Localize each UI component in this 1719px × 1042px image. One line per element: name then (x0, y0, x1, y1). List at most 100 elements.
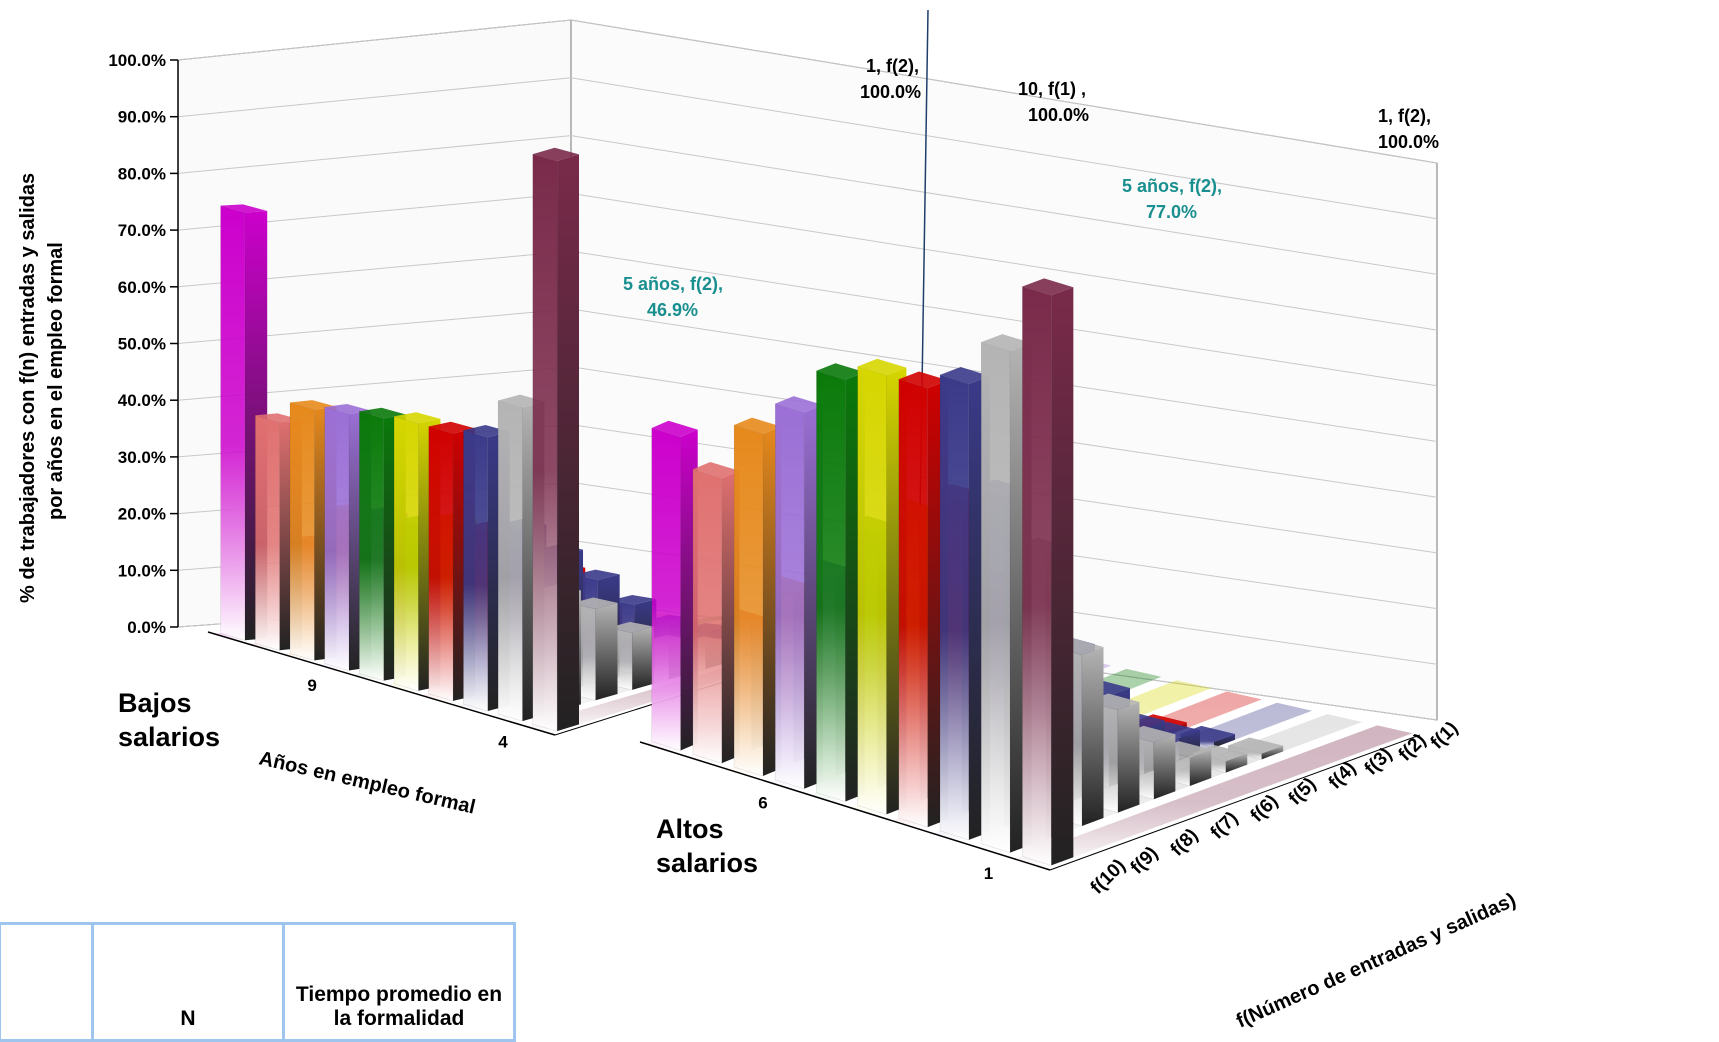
bar-front (816, 370, 846, 802)
bar-top (775, 396, 823, 413)
table-header-n: N (91, 922, 285, 1042)
bar-side (1153, 734, 1176, 800)
bar-front (532, 153, 558, 732)
bar-top (1228, 737, 1284, 754)
group-label: salarios (656, 848, 758, 878)
y-tick-label: 0.0% (127, 618, 166, 637)
y-tick-label: 80.0% (118, 164, 166, 183)
bar-front (220, 205, 246, 641)
group-label: salarios (118, 722, 220, 752)
annotation-label: 100.0% (860, 82, 921, 102)
bar-top (981, 334, 1032, 352)
bar-front (497, 400, 523, 722)
annotation-label: 1, f(2), (1378, 106, 1431, 126)
group-label: Bajos (118, 688, 192, 718)
bar-top (651, 420, 698, 437)
y-tick-label: 90.0% (118, 108, 166, 127)
y-tick-label: 70.0% (118, 221, 166, 240)
depth-axis-title: f(Número de entradas y salidas) (1233, 889, 1519, 1033)
bar-top (816, 363, 865, 380)
x-tick-label: 1 (984, 864, 993, 883)
table-header-tiempo: Tiempo promedio en la formalidad (282, 922, 516, 1042)
bar-front (651, 427, 681, 751)
series-tick-label: f(1) (1427, 718, 1463, 754)
annotation-label: 5 años, f(2), (623, 274, 723, 294)
y-tick-label: 10.0% (118, 561, 166, 580)
x-axis-title: Años en empleo formal (257, 747, 477, 818)
bar-top (857, 358, 907, 376)
bar-top (610, 595, 657, 605)
floor-edge (639, 741, 1051, 871)
bar-top (692, 461, 740, 479)
y-tick-label: 20.0% (118, 505, 166, 524)
bar-top (571, 597, 618, 610)
y-tick-label: 50.0% (118, 335, 166, 354)
annotation-label: 77.0% (1146, 202, 1197, 222)
bar-top (940, 367, 990, 384)
bar-top (1022, 278, 1074, 296)
bar-side (557, 154, 580, 732)
bar-side (1117, 702, 1140, 813)
bar-top (898, 371, 949, 389)
bar-top (734, 417, 782, 434)
bar-side (1081, 646, 1104, 826)
bar-top (608, 621, 655, 633)
y-axis-title-line2: por años en el empleo formal (45, 242, 67, 520)
annotation-label: 100.0% (1378, 132, 1439, 152)
bar-top (573, 569, 620, 580)
annotation-label: 1, f(2), (866, 56, 919, 76)
bar-front (324, 406, 350, 671)
bar-front (733, 424, 764, 777)
bar-front (857, 366, 887, 815)
bar-front (255, 414, 280, 651)
series-tick-label: f(10) (1087, 855, 1130, 898)
y-tick-label: 40.0% (118, 391, 166, 410)
annotation-label: 46.9% (647, 300, 698, 320)
gridline (177, 135, 1438, 275)
bar-front (775, 403, 805, 790)
y-tick-label: 100.0% (108, 51, 166, 70)
series-tick-label: f(5) (1285, 774, 1321, 810)
bar-side (595, 602, 618, 701)
bar-top (498, 394, 545, 408)
gridline (177, 77, 1438, 220)
y-axis-ticks: 0.0% 10.0% 20.0% 30.0% 40.0% 50.0% 60.0% 70.0% 8… (108, 51, 179, 637)
bar-front (359, 411, 384, 681)
table-header-row: N Tiempo promedio en la formalidad (0, 922, 516, 1042)
bar-side (1225, 753, 1248, 773)
bar-front (463, 429, 488, 712)
chart-bars (220, 147, 1284, 866)
floor-edge (1049, 734, 1421, 871)
bar-side (632, 626, 655, 690)
series-tick-label: f(7) (1207, 808, 1243, 844)
bar-side (1189, 749, 1212, 786)
bar-top (532, 147, 580, 162)
bar-top (359, 407, 406, 419)
y-tick-label: 30.0% (118, 448, 166, 467)
bar-top (220, 204, 268, 213)
gridline (177, 19, 1438, 164)
bar-front (1022, 286, 1052, 866)
group-label: Altos (656, 814, 724, 844)
series-tick-label: f(9) (1127, 843, 1163, 879)
annotation-label: 5 años, f(2), (1122, 176, 1222, 196)
x-tick-label: 6 (758, 793, 767, 812)
series-tick-label: f(8) (1167, 825, 1203, 861)
bar-front (393, 416, 419, 692)
bar-front (692, 468, 723, 764)
bar-front (428, 426, 454, 702)
floor-stripe (1015, 725, 1413, 869)
bar-side (1051, 287, 1074, 866)
y-tick-label: 60.0% (118, 278, 166, 297)
bar-front (980, 341, 1011, 853)
bar-side (1261, 745, 1284, 760)
bar-front (289, 402, 315, 661)
bar-top (394, 412, 441, 424)
table-header-blank (0, 922, 94, 1042)
x-tick-label: 9 (307, 676, 316, 695)
summary-table: N Tiempo promedio en la formalidad (0, 922, 516, 1042)
bar-front (939, 374, 970, 841)
annotation-label: 10, f(1) , (1018, 79, 1086, 99)
